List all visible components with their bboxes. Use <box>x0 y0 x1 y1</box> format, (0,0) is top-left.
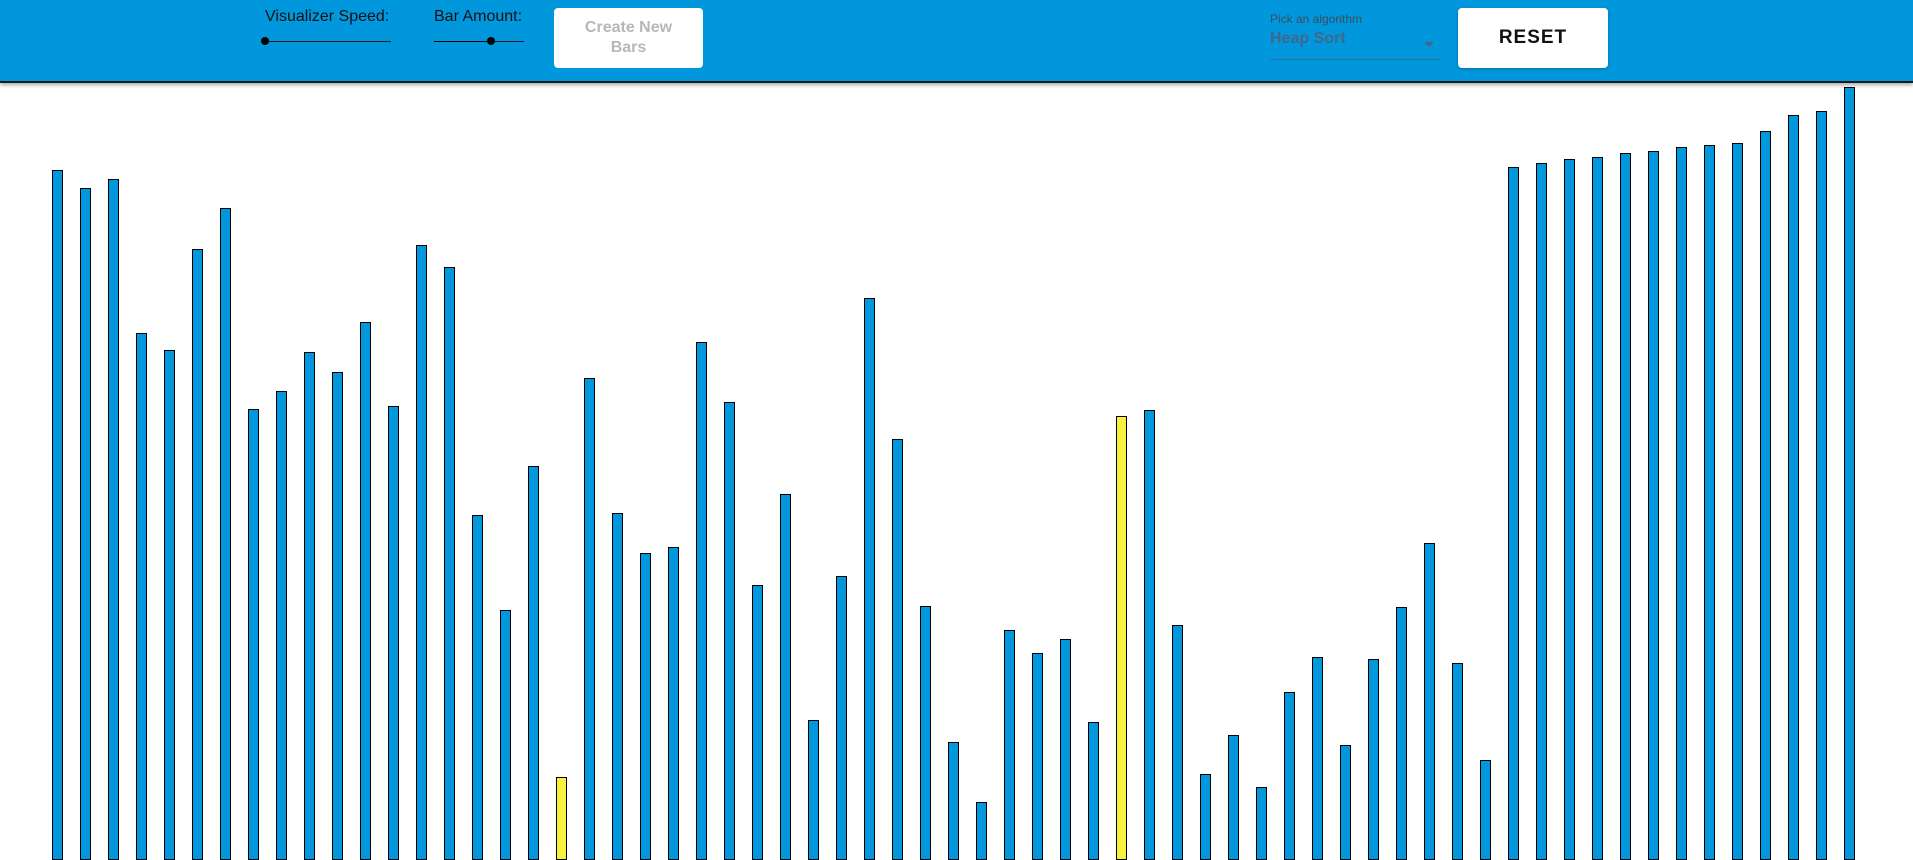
bar-amount-control: Bar Amount: <box>434 8 522 26</box>
visualizer-speed-label: Visualizer Speed: <box>265 8 390 25</box>
bar-amount-fill <box>434 41 491 42</box>
bar <box>1312 657 1323 860</box>
bar <box>1816 111 1827 860</box>
bar <box>1256 787 1267 860</box>
bar <box>1592 157 1603 860</box>
bar <box>1284 692 1295 860</box>
bar <box>1564 159 1575 860</box>
bar <box>416 245 427 860</box>
bar <box>192 249 203 860</box>
bar <box>1676 147 1687 860</box>
bar <box>1760 131 1771 860</box>
bar-amount-slider[interactable] <box>434 37 524 45</box>
bar <box>1004 630 1015 860</box>
bar <box>556 777 567 860</box>
bar <box>108 179 119 860</box>
bar <box>1340 745 1351 860</box>
bar <box>1536 163 1547 860</box>
bar <box>920 606 931 860</box>
algorithm-select-value: Heap Sort <box>1270 30 1346 47</box>
bar <box>1144 410 1155 860</box>
bar-amount-thumb[interactable] <box>486 37 495 45</box>
bar <box>976 802 987 860</box>
bar <box>1200 774 1211 860</box>
bar <box>668 547 679 860</box>
bar <box>500 610 511 860</box>
bar <box>780 494 791 860</box>
bar <box>220 208 231 860</box>
bar <box>388 406 399 860</box>
bar <box>640 553 651 860</box>
bar <box>1424 543 1435 860</box>
bar <box>1396 607 1407 860</box>
bar <box>696 342 707 860</box>
bar <box>752 585 763 860</box>
bar <box>1060 639 1071 860</box>
bar <box>1452 663 1463 860</box>
bar <box>360 322 371 860</box>
bar <box>1172 625 1183 860</box>
bar <box>864 298 875 860</box>
bar <box>304 352 315 860</box>
bar <box>1844 87 1855 860</box>
bar <box>164 350 175 860</box>
bar-amount-label: Bar Amount: <box>434 8 523 25</box>
bar <box>1732 143 1743 860</box>
bar <box>1704 145 1715 860</box>
bar <box>1368 659 1379 860</box>
bar <box>1508 167 1519 860</box>
bar <box>248 409 259 860</box>
reset-button[interactable]: RESET <box>1458 8 1608 68</box>
bar <box>528 466 539 860</box>
visualizer-speed-slider[interactable] <box>261 37 391 45</box>
bar <box>1620 153 1631 860</box>
bar <box>808 720 819 860</box>
bar <box>836 576 847 860</box>
bar <box>332 372 343 860</box>
bar <box>1116 416 1127 860</box>
dropdown-arrow-icon <box>1424 42 1434 47</box>
bar <box>472 515 483 860</box>
bar <box>1032 653 1043 860</box>
bar <box>1648 151 1659 860</box>
bar <box>584 378 595 860</box>
bar <box>612 513 623 860</box>
bar <box>724 402 735 860</box>
bar <box>948 742 959 860</box>
algorithm-select[interactable]: Pick an algorithm Heap Sort <box>1270 12 1440 60</box>
bar <box>52 170 63 860</box>
bar <box>892 439 903 860</box>
bar <box>80 188 91 860</box>
bar <box>1088 722 1099 860</box>
toolbar: Visualizer Speed: Bar Amount: Create New… <box>0 0 1913 83</box>
bar <box>1480 760 1491 860</box>
algorithm-select-caption: Pick an algorithm <box>1270 12 1363 26</box>
visualizer-speed-control: Visualizer Speed: <box>265 8 389 26</box>
bar <box>136 333 147 860</box>
create-new-bars-button[interactable]: Create New Bars <box>554 8 703 68</box>
bar <box>1228 735 1239 860</box>
bar <box>276 391 287 860</box>
bar <box>1788 115 1799 860</box>
bars-area <box>0 83 1913 860</box>
bar <box>444 267 455 860</box>
visualizer-speed-thumb[interactable] <box>261 37 269 45</box>
